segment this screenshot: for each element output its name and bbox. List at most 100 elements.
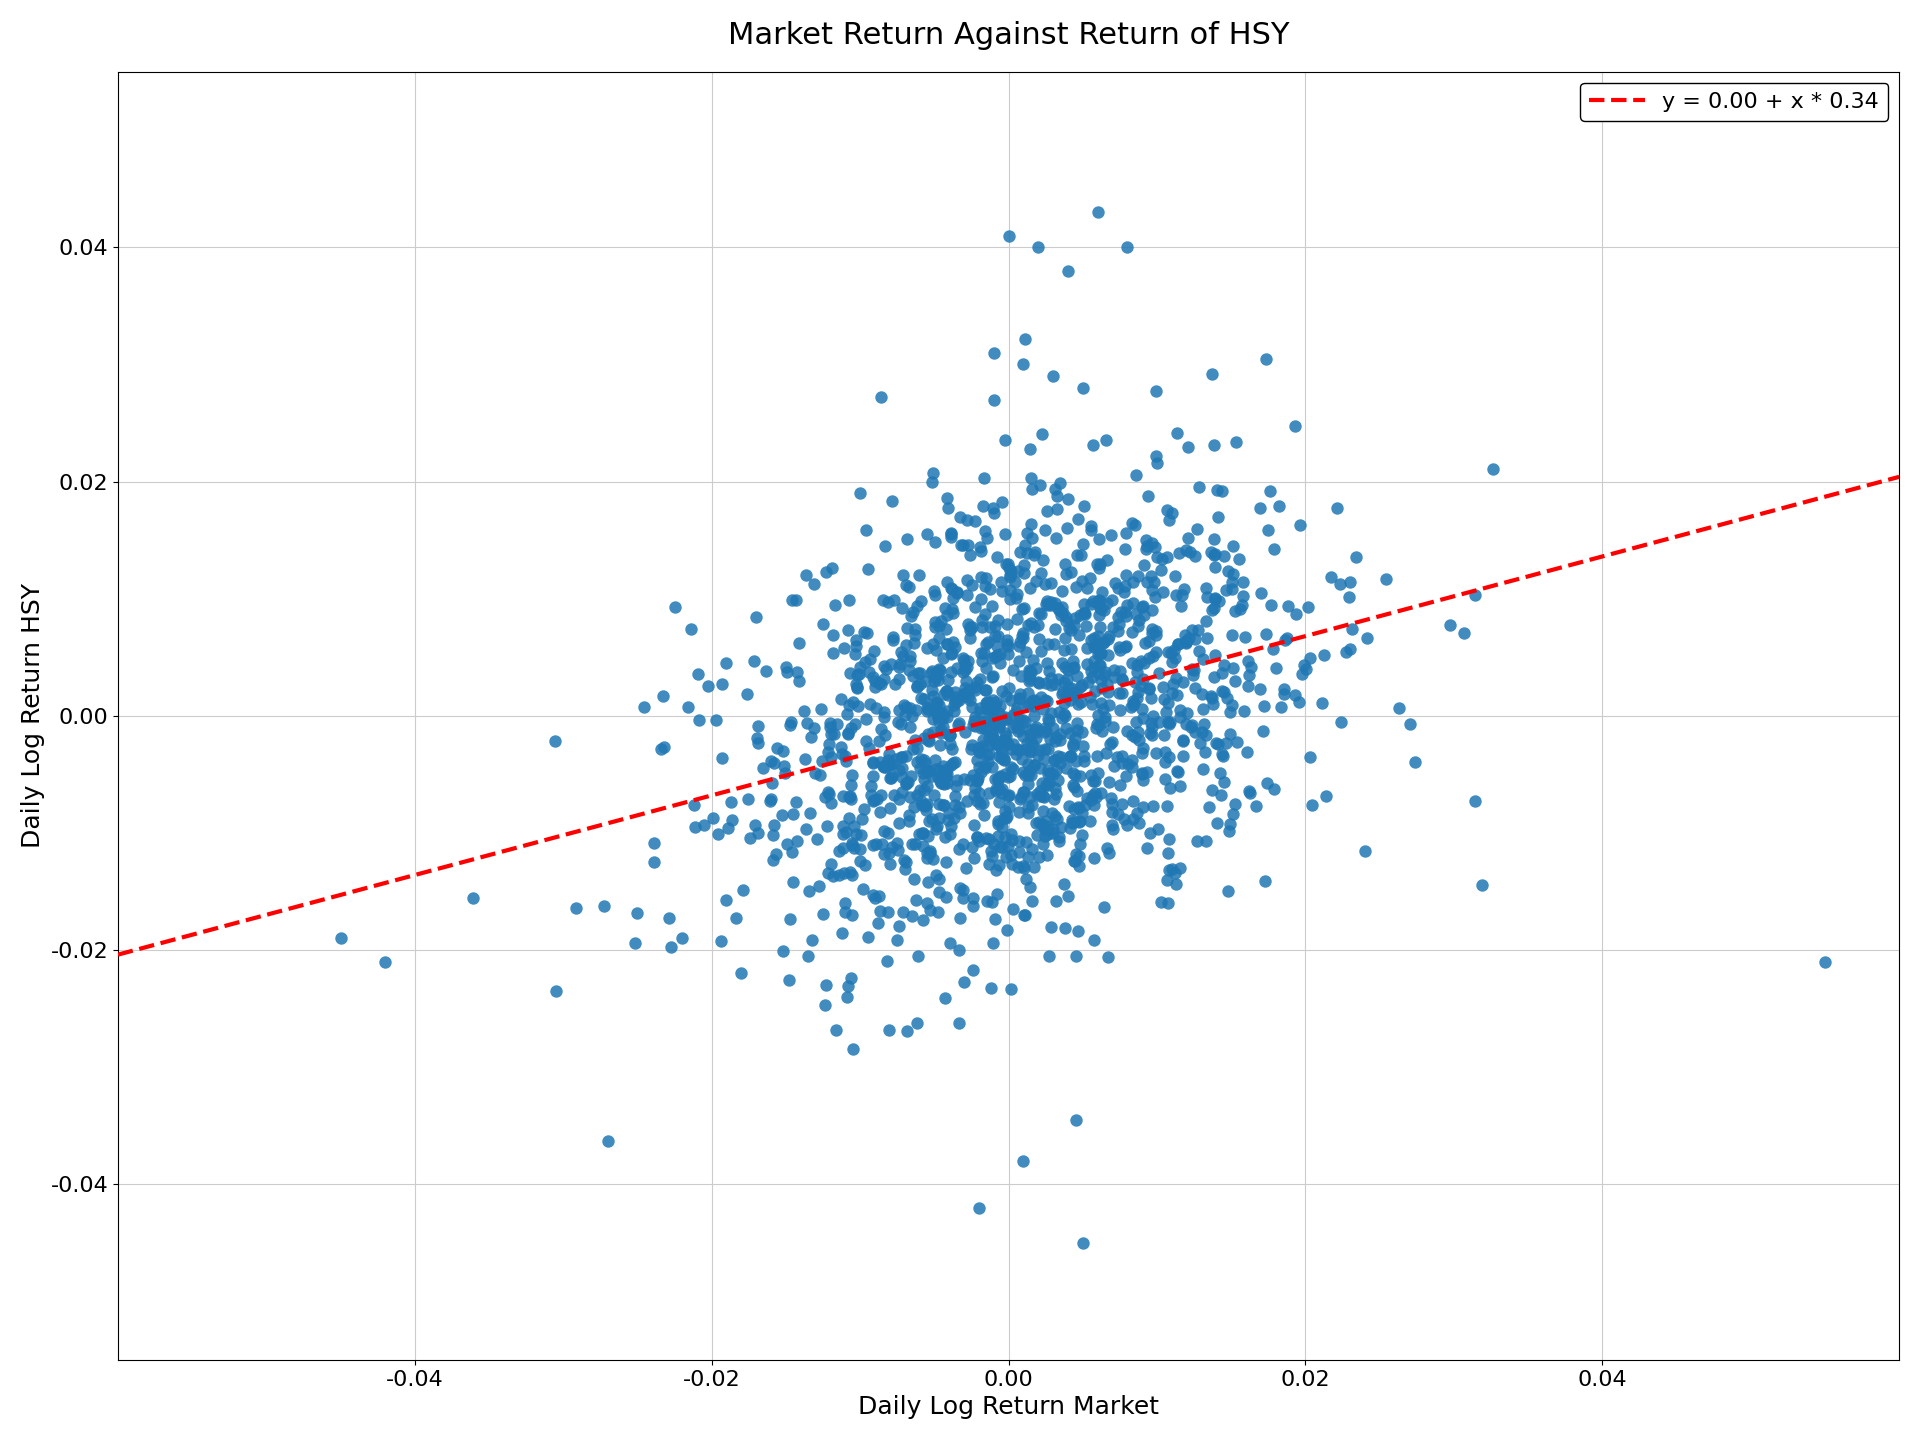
Point [728, 878, 758, 901]
Point [1008, 1149, 1039, 1172]
Point [1044, 723, 1075, 746]
Point [1025, 785, 1056, 808]
Point [916, 808, 947, 831]
Point [920, 864, 950, 887]
Point [966, 608, 996, 631]
Point [1037, 802, 1068, 825]
Point [1179, 677, 1210, 700]
Point [1035, 593, 1066, 616]
Point [822, 713, 852, 736]
Point [1179, 720, 1210, 743]
Point [781, 791, 812, 814]
Point [1213, 880, 1244, 903]
Point [858, 789, 889, 812]
Point [929, 760, 960, 783]
Point [1071, 576, 1102, 599]
Point [989, 825, 1020, 848]
Point [1052, 517, 1083, 540]
Point [1108, 752, 1139, 775]
Point [870, 723, 900, 746]
Point [1083, 632, 1114, 655]
Point [912, 696, 943, 719]
Point [1039, 592, 1069, 615]
Point [977, 711, 1008, 734]
Point [904, 672, 935, 696]
Point [916, 678, 947, 701]
Point [1127, 796, 1158, 819]
Point [920, 690, 950, 713]
Point [1235, 779, 1265, 802]
Point [1043, 744, 1073, 768]
Point [995, 588, 1025, 611]
Point [1179, 658, 1210, 681]
Point [993, 225, 1023, 248]
Point [1027, 423, 1058, 446]
Point [1002, 608, 1033, 631]
Point [1233, 674, 1263, 697]
Point [797, 929, 828, 952]
Point [1094, 733, 1125, 756]
Point [996, 852, 1027, 876]
Point [1121, 710, 1152, 733]
Point [912, 891, 943, 914]
Point [1152, 842, 1183, 865]
Point [908, 747, 939, 770]
Point [929, 986, 960, 1009]
Point [931, 886, 962, 909]
Point [879, 672, 910, 696]
Point [1025, 779, 1056, 802]
Point [837, 903, 868, 926]
Point [1041, 672, 1071, 696]
Point [1025, 562, 1056, 585]
Point [1044, 827, 1075, 850]
Point [831, 821, 862, 844]
Point [958, 847, 989, 870]
Point [1213, 700, 1244, 723]
Point [710, 888, 741, 912]
Point [1008, 353, 1039, 376]
Point [966, 701, 996, 724]
Point [1140, 619, 1171, 642]
Point [939, 691, 970, 714]
Point [851, 518, 881, 541]
Point [778, 802, 808, 825]
Point [1106, 667, 1137, 690]
Point [916, 899, 947, 922]
Point [1116, 621, 1146, 644]
Point [985, 778, 1016, 801]
Point [684, 662, 714, 685]
Point [972, 566, 1002, 589]
Point [970, 756, 1000, 779]
Point [1012, 732, 1043, 755]
Point [1068, 602, 1098, 625]
Point [908, 821, 939, 844]
Point [1016, 763, 1046, 786]
Point [1020, 616, 1050, 639]
Point [1071, 786, 1102, 809]
Point [1014, 664, 1044, 687]
Point [1167, 729, 1198, 752]
Point [828, 815, 858, 838]
Point [1127, 595, 1158, 618]
Point [1087, 580, 1117, 603]
Point [939, 693, 970, 716]
Point [870, 658, 900, 681]
Point [977, 665, 1008, 688]
Point [1008, 780, 1039, 804]
Point [1164, 541, 1194, 564]
Point [904, 789, 935, 812]
Point [829, 891, 860, 914]
Point [1260, 537, 1290, 560]
Point [1081, 590, 1112, 613]
Point [902, 783, 933, 806]
Point [904, 822, 935, 845]
Point [983, 852, 1014, 876]
Point [1020, 540, 1050, 563]
Point [839, 642, 870, 665]
Point [707, 929, 737, 952]
Point [1037, 590, 1068, 613]
Point [866, 717, 897, 740]
Point [927, 772, 958, 795]
Point [948, 649, 979, 672]
Point [995, 677, 1025, 700]
